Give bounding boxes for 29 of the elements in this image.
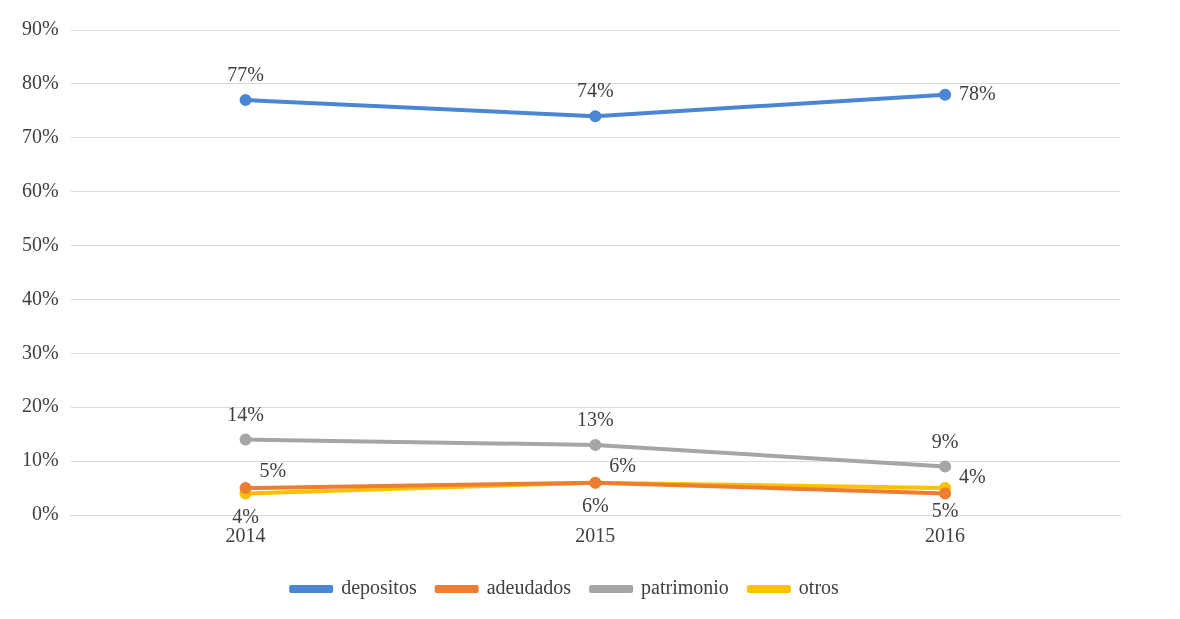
data-label: 4% xyxy=(232,504,259,527)
data-label: 6% xyxy=(609,453,636,476)
data-label: 4% xyxy=(959,464,986,487)
y-tick-label: 80% xyxy=(21,71,59,94)
data-label: 6% xyxy=(581,493,609,516)
y-tick-label: 40% xyxy=(21,286,59,309)
x-tick-label: 2014 xyxy=(225,524,266,547)
y-tick-label: 10% xyxy=(21,448,59,471)
y-tick-label: 50% xyxy=(21,232,59,255)
legend-label: patrimonio xyxy=(641,576,729,600)
y-tick-label: 30% xyxy=(21,340,59,363)
x-tick-label: 2015 xyxy=(575,524,616,547)
legend-label: adeudados xyxy=(486,576,572,599)
data-label: 78% xyxy=(959,81,996,104)
y-tick-label: 20% xyxy=(21,394,59,417)
y-tick-label: 60% xyxy=(21,178,59,201)
data-label: 5% xyxy=(931,499,959,522)
x-tick-label: 2016 xyxy=(925,524,966,547)
data-label: 14% xyxy=(227,402,264,425)
y-tick-label: 90% xyxy=(21,17,59,40)
y-tick-label: 0% xyxy=(31,502,59,525)
data-label: 74% xyxy=(576,79,614,102)
data-label: 77% xyxy=(227,63,264,86)
data-label: 13% xyxy=(576,408,614,431)
y-tick-label: 70% xyxy=(21,125,59,148)
legend-label: depositos xyxy=(341,576,417,600)
legend-label: otros xyxy=(798,576,840,599)
data-label: 9% xyxy=(931,429,959,452)
data-label: 5% xyxy=(259,459,287,482)
